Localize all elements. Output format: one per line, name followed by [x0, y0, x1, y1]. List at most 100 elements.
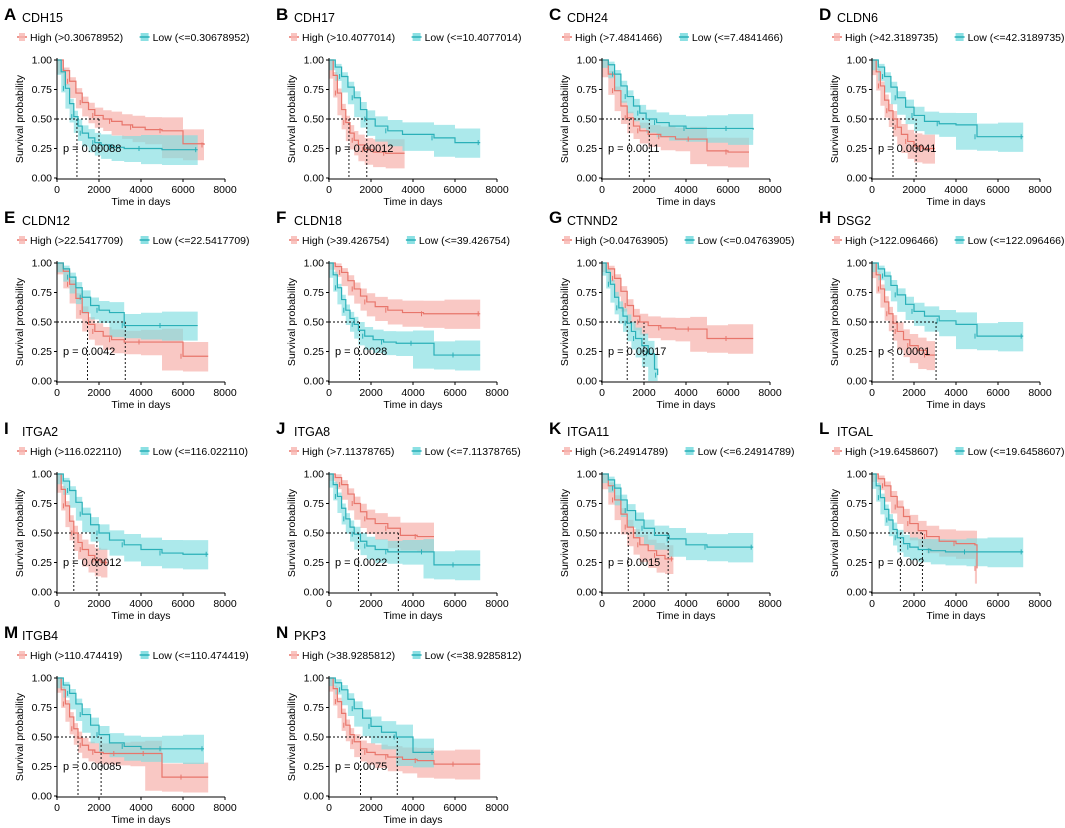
- panel-title: CTNND2: [567, 214, 618, 228]
- y-axis-label: Survival probability: [286, 277, 298, 366]
- low-survival-curve: [329, 473, 481, 566]
- panel-f: F CLDN18 High (>39.426754) Low (<=39.426754…: [276, 208, 510, 411]
- low-ci-band: [872, 474, 1024, 568]
- x-tick-label: 4000: [944, 598, 968, 610]
- x-tick-label: 0: [326, 184, 332, 196]
- high-survival-curve: [329, 473, 434, 538]
- x-tick-label: 0: [54, 387, 60, 399]
- x-tick-label: 4000: [129, 184, 153, 196]
- x-axis-label: Time in days: [111, 196, 170, 208]
- p-value: p < 0.0001: [878, 346, 930, 358]
- p-value: p = 0.0028: [335, 346, 387, 358]
- legend-high-fill: [291, 33, 297, 41]
- panel-letter: B: [276, 5, 288, 24]
- panel-letter: I: [4, 419, 9, 438]
- legend-high-label: High (>116.022110): [30, 446, 122, 458]
- panel-letter: J: [276, 419, 285, 438]
- x-axis-label: Time in days: [383, 399, 442, 411]
- legend-high-label: High (>0.04763905): [575, 235, 668, 247]
- x-tick-label: 6000: [986, 598, 1010, 610]
- low-ci-band: [57, 678, 204, 764]
- y-tick-label: 0.50: [304, 114, 325, 126]
- panel-e: E CLDN12 High (>22.5417709) Low (<=22.54177…: [4, 208, 250, 411]
- y-tick-label: 0.25: [32, 143, 53, 155]
- high-survival-curve: [872, 262, 935, 356]
- legend-low-label: Low (<=38.9285812): [425, 650, 522, 662]
- x-tick-label: 8000: [1028, 598, 1052, 610]
- y-tick-label: 0.25: [32, 761, 53, 773]
- x-tick-label: 2000: [902, 387, 926, 399]
- x-tick-label: 6000: [443, 387, 467, 399]
- y-tick-label: 0.25: [577, 143, 598, 155]
- x-tick-label: 0: [869, 387, 875, 399]
- y-tick-label: 0.25: [847, 143, 868, 155]
- low-survival-curve: [57, 262, 198, 327]
- panel-d: D CLDN6 High (>42.3189735) Low (<=42.318973…: [819, 5, 1065, 208]
- x-tick-label: 8000: [485, 184, 509, 196]
- y-axis-label: Survival probability: [829, 74, 841, 163]
- panel-letter: D: [819, 5, 831, 24]
- y-tick-label: 0.00: [304, 376, 325, 388]
- legend-low-label: Low (<=6.24914789): [698, 446, 795, 458]
- y-tick-label: 1.00: [577, 258, 598, 270]
- y-tick-label: 0.50: [847, 114, 868, 126]
- y-tick-label: 1.00: [304, 469, 325, 481]
- y-tick-label: 0.75: [304, 498, 325, 510]
- p-value: p = 0.00012: [63, 557, 121, 569]
- x-tick-label: 6000: [171, 598, 195, 610]
- y-tick-label: 0.50: [847, 528, 868, 540]
- legend-low-label: Low (<=0.30678952): [153, 32, 250, 44]
- panel-title: ITGAL: [837, 425, 873, 439]
- x-tick-label: 2000: [87, 802, 111, 814]
- high-ci-band: [872, 263, 935, 371]
- x-tick-label: 2000: [632, 184, 656, 196]
- y-tick-label: 1.00: [304, 55, 325, 67]
- x-tick-label: 2000: [359, 802, 383, 814]
- p-value: p = 0.0042: [63, 346, 115, 358]
- panel-k: K ITGA11 High (>6.24914789) Low (<=6.249147…: [549, 419, 795, 622]
- y-axis-label: Survival probability: [286, 488, 298, 577]
- y-tick-label: 0.25: [304, 346, 325, 358]
- low-ci-band: [57, 474, 209, 570]
- x-axis-label: Time in days: [656, 610, 715, 622]
- high-ci-band: [57, 263, 209, 372]
- y-tick-label: 0.75: [577, 84, 598, 96]
- y-tick-label: 0.25: [304, 761, 325, 773]
- high-survival-curve: [57, 262, 209, 357]
- x-axis-label: Time in days: [926, 610, 985, 622]
- high-ci-band: [57, 678, 209, 793]
- y-tick-label: 0.25: [32, 557, 53, 569]
- x-tick-label: 2000: [632, 598, 656, 610]
- panel-title: ITGB4: [22, 629, 58, 643]
- y-tick-label: 0.50: [304, 317, 325, 329]
- x-tick-label: 8000: [758, 387, 782, 399]
- y-tick-label: 0.00: [304, 791, 325, 803]
- panel-h: H DSG2 High (>122.096466) Low (<=122.096466…: [819, 208, 1065, 411]
- y-tick-label: 0.00: [32, 376, 53, 388]
- x-tick-label: 6000: [443, 184, 467, 196]
- legend-high-label: High (>122.096466): [845, 235, 938, 247]
- y-axis-label: Survival probability: [286, 74, 298, 163]
- x-tick-label: 6000: [171, 387, 195, 399]
- panel-title: CLDN18: [294, 214, 342, 228]
- y-tick-label: 0.00: [304, 587, 325, 599]
- y-tick-label: 0.75: [32, 84, 53, 96]
- panel-title: PKP3: [294, 629, 326, 643]
- legend-high-label: High (>19.6458607): [845, 446, 938, 458]
- x-tick-label: 8000: [213, 387, 237, 399]
- legend-high-label: High (>6.24914789): [575, 446, 668, 458]
- p-value: p = 0.0011: [608, 143, 659, 155]
- y-tick-label: 0.25: [304, 557, 325, 569]
- x-tick-label: 0: [54, 598, 60, 610]
- low-survival-curve: [329, 262, 481, 356]
- x-tick-label: 6000: [171, 184, 195, 196]
- low-survival-curve: [57, 59, 198, 151]
- legend-high-label: High (>39.426754): [302, 235, 389, 247]
- panel-a: A CDH15 High (>0.30678952) Low (<=0.3067895…: [4, 5, 250, 208]
- low-ci-band: [329, 60, 481, 158]
- y-tick-label: 0.00: [577, 587, 598, 599]
- x-tick-label: 0: [54, 184, 60, 196]
- y-tick-label: 0.00: [577, 376, 598, 388]
- x-tick-label: 8000: [758, 184, 782, 196]
